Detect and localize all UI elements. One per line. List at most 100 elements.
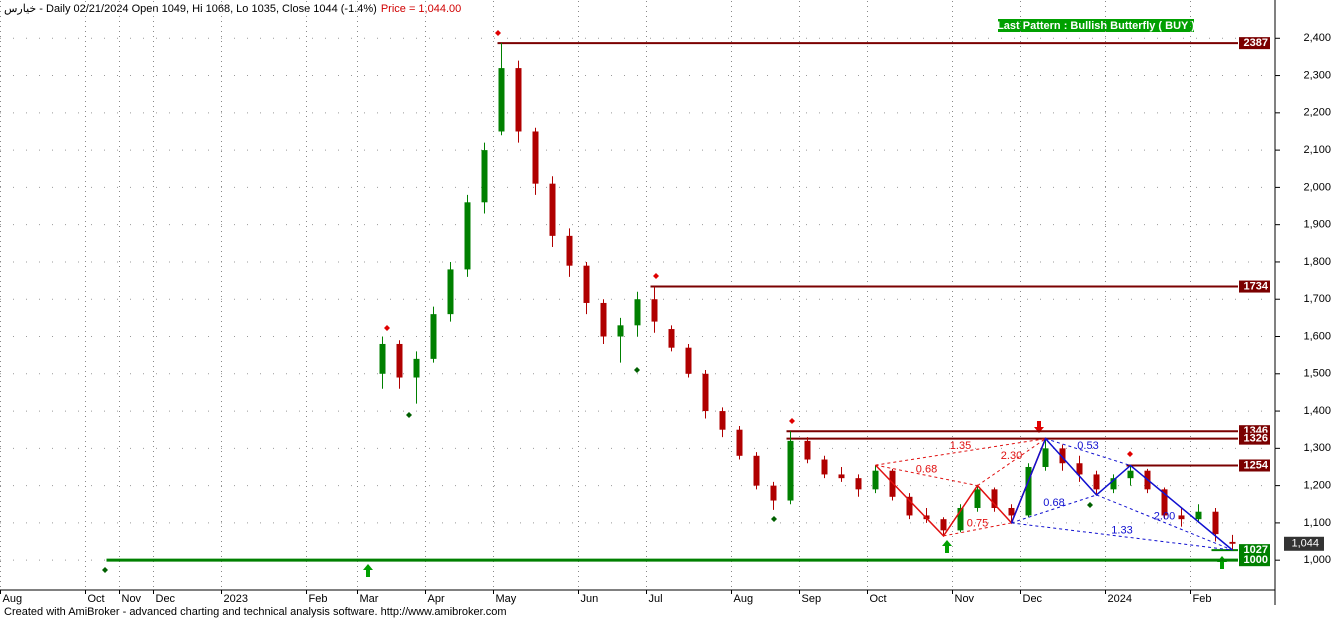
candle-body: [1093, 474, 1100, 490]
candle-body: [1127, 470, 1134, 479]
x-tick-label: Dec: [156, 593, 176, 605]
pattern-ratio: 2.00: [1154, 510, 1175, 522]
candle-body: [736, 429, 743, 456]
x-tick-label: Jul: [649, 593, 663, 605]
candle-body: [770, 485, 777, 501]
candle-body: [481, 150, 488, 203]
candle-body: [940, 519, 947, 531]
candle-body: [600, 302, 607, 337]
y-tick-label: 2,000: [1303, 181, 1331, 193]
buy-signal: [1087, 502, 1093, 508]
candle-body: [872, 470, 879, 490]
candle-body: [991, 489, 998, 508]
y-tick-label: 1,200: [1303, 480, 1331, 492]
candle-body: [1042, 448, 1049, 467]
candle-body: [855, 478, 862, 490]
candle-body: [430, 314, 437, 359]
candle-body: [804, 440, 811, 460]
x-tick-label: Dec: [1023, 593, 1043, 605]
x-tick-label: May: [496, 593, 517, 605]
buy-signal: [771, 516, 777, 522]
x-tick-label: Mar: [360, 593, 379, 605]
sell-signal: [495, 30, 501, 36]
candle-body: [1178, 515, 1185, 520]
candle-body: [515, 68, 522, 132]
x-tick-label: Apr: [428, 593, 445, 605]
buy-signal: [406, 412, 412, 418]
sell-signal: [1127, 451, 1133, 457]
x-tick-label: Oct: [88, 593, 105, 605]
y-tick-label: 1,900: [1303, 219, 1331, 231]
pattern-title: Last Pattern : Bullish Butterfly ( BUY ): [997, 20, 1195, 32]
buy-signal: [634, 367, 640, 373]
candle-body: [957, 507, 964, 531]
candle-body: [634, 299, 641, 326]
y-tick-label: 1,400: [1303, 405, 1331, 417]
pattern-ratio-line: [1096, 494, 1233, 551]
candle-body: [413, 358, 420, 378]
candle-body: [617, 325, 624, 337]
level-box: [1239, 554, 1270, 567]
x-tick-label: Jun: [581, 593, 599, 605]
buy-arrow: [363, 564, 373, 577]
y-tick-label: 1,500: [1303, 368, 1331, 380]
x-tick-label: Aug: [734, 593, 754, 605]
candle-body: [787, 440, 794, 501]
chart-title: خیارس - Daily 02/21/2024 Open 1049, Hi 1…: [4, 3, 377, 15]
candle-body: [532, 131, 539, 184]
signals: [102, 30, 1227, 577]
pattern-ratio: 0.53: [1077, 440, 1098, 452]
level-box: [1239, 544, 1270, 557]
y-tick-label: 1,300: [1303, 442, 1331, 454]
sell-signal: [653, 273, 659, 279]
candle-body: [753, 455, 760, 486]
sell-arrow: [1034, 421, 1044, 433]
x-tick-label: Aug: [3, 593, 23, 605]
y-tick-label: 1,600: [1303, 330, 1331, 342]
last-price: 1,044: [1291, 538, 1319, 550]
candle-body: [379, 343, 386, 374]
candle-body: [1161, 489, 1168, 516]
candle-body: [974, 489, 981, 508]
candle-body: [838, 474, 845, 479]
candle-body: [498, 68, 505, 132]
candle-body: [821, 459, 828, 475]
pattern-ratio: 0.68: [916, 463, 937, 475]
pattern-ratio-line: [875, 438, 1046, 466]
pattern-ratio: 0.68: [1043, 497, 1064, 509]
price-text: Price = 1,044.00: [381, 3, 461, 15]
x-tick-label: 2024: [1108, 593, 1132, 605]
pattern-box: [998, 19, 1194, 32]
pattern-ratio-line: [1045, 438, 1131, 466]
level-label: 1254: [1244, 459, 1269, 471]
y-tick-label: 2,400: [1303, 32, 1331, 44]
level-label: 1734: [1244, 280, 1269, 292]
candle-body: [1229, 541, 1236, 544]
candle-body: [1059, 448, 1066, 464]
y-tick-label: 1,800: [1303, 256, 1331, 268]
candle-body: [464, 202, 471, 270]
pattern-ratio: 2.30: [1001, 450, 1022, 462]
y-tick-label: 2,100: [1303, 144, 1331, 156]
candle-body: [549, 183, 556, 236]
candle-body: [566, 235, 573, 266]
x-tick-label: 2023: [224, 593, 248, 605]
pattern-ratio: 1.35: [950, 440, 971, 452]
level-label: 1326: [1244, 433, 1268, 445]
pattern-line: [1010, 437, 1233, 551]
pattern-ratio: 1.33: [1111, 524, 1132, 536]
candle-body: [1195, 511, 1202, 520]
level-box: [1239, 432, 1270, 445]
x-tick-label: Feb: [309, 593, 328, 605]
x-tick-label: Nov: [122, 593, 142, 605]
sell-signal: [789, 418, 795, 424]
pattern-ratio: 0.75: [967, 517, 988, 529]
candle-body: [396, 343, 403, 378]
y-tick-label: 1,100: [1303, 517, 1331, 529]
x-tick-label: Feb: [1193, 593, 1212, 605]
buy-arrow: [942, 540, 952, 553]
candle-body: [702, 373, 709, 412]
y-tick-label: 2,200: [1303, 107, 1331, 119]
level-box: [1239, 459, 1270, 472]
